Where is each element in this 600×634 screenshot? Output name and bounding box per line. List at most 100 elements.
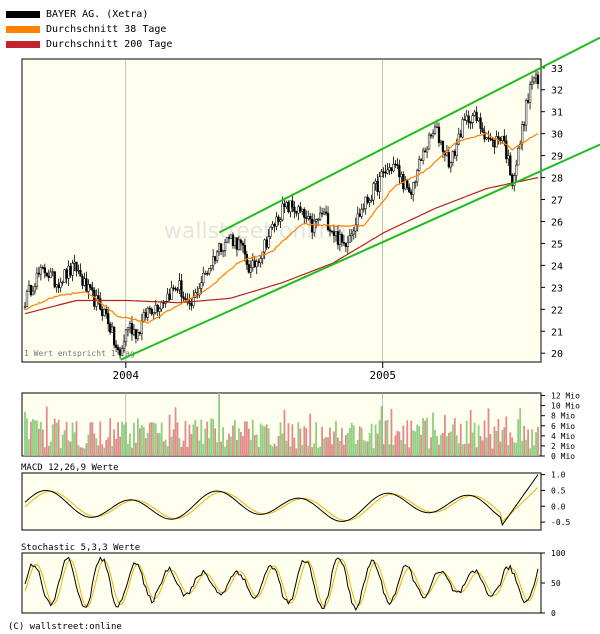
- volume-bar: [509, 432, 512, 456]
- price-candle-body: [124, 329, 128, 343]
- volume-bar: [73, 432, 76, 456]
- price-candle-body: [223, 241, 227, 251]
- macd-title: MACD 12,26,9 Werte: [21, 463, 119, 473]
- volume-bar: [37, 428, 40, 456]
- price-candle-body: [73, 261, 76, 264]
- volume-bar: [39, 421, 42, 456]
- volume-bar: [127, 443, 129, 456]
- volume-bar: [51, 424, 54, 456]
- price-candle-body: [103, 308, 106, 316]
- volume-bar: [89, 422, 92, 456]
- volume-bar: [517, 419, 520, 456]
- price-candle-body: [225, 237, 229, 243]
- price-candle-body: [479, 117, 482, 129]
- ma200-line: [24, 177, 539, 315]
- price-candle-body: [299, 206, 302, 212]
- price-candle-body: [45, 272, 48, 277]
- price-candle-body: [279, 219, 282, 222]
- price-candle-body: [217, 243, 221, 253]
- volume-bar: [279, 422, 282, 456]
- price-candle-body: [231, 234, 235, 246]
- trend-channel-upper: [218, 36, 600, 234]
- price-candle-body: [410, 191, 413, 195]
- volume-bar: [323, 438, 325, 456]
- price-candle-body: [334, 231, 338, 236]
- volume-bar: [451, 424, 454, 456]
- price-candle-body: [501, 135, 504, 141]
- price-candle-body: [475, 111, 478, 121]
- volume-bar: [164, 439, 167, 456]
- volume-bar: [360, 427, 363, 456]
- y-tick-label-31: 31: [551, 108, 563, 119]
- price-candle-body: [481, 128, 484, 133]
- macd-line: [24, 474, 539, 527]
- volume-bar: [436, 436, 438, 456]
- price-candle-body: [309, 216, 312, 220]
- price-candle-body: [445, 152, 449, 156]
- volume-bar: [192, 424, 195, 456]
- price-candle-body: [289, 200, 292, 213]
- volume-bar: [523, 425, 526, 456]
- volume-bar: [95, 438, 98, 456]
- price-candle-body: [485, 137, 488, 140]
- price-candle-body: [138, 332, 142, 334]
- volume-bar: [212, 418, 215, 456]
- volume-bar: [265, 424, 268, 456]
- volume-bar: [24, 411, 26, 456]
- y-tick-label-25: 25: [551, 239, 563, 250]
- volume-y-tick-label-4: 4 Mio: [551, 432, 575, 441]
- price-candle-body: [326, 213, 330, 231]
- price-candle-body: [29, 284, 33, 296]
- price-candle-body: [522, 124, 526, 126]
- price-candle-body: [93, 290, 96, 307]
- volume-bar: [313, 443, 316, 456]
- volume-bar: [428, 448, 430, 456]
- price-candle-body: [469, 122, 472, 124]
- price-candle-body: [25, 290, 29, 307]
- price-candle-body: [392, 163, 395, 172]
- price-candle-body: [67, 265, 70, 279]
- price-candle-body: [198, 288, 201, 296]
- volume-bar: [67, 440, 70, 456]
- volume-bar: [241, 436, 244, 456]
- volume-bar: [372, 448, 375, 456]
- volume-bar: [109, 418, 112, 456]
- y-tick-label-27: 27: [551, 196, 563, 207]
- volume-bar: [160, 422, 163, 456]
- price-candle-body: [146, 307, 149, 318]
- volume-bar: [49, 441, 52, 456]
- volume-bar: [273, 443, 276, 456]
- volume-bar: [432, 412, 434, 456]
- y-tick-label-23: 23: [551, 283, 563, 294]
- macd-y-tick-label: 1.0: [551, 471, 566, 480]
- volume-bar: [259, 423, 262, 456]
- price-candle-body: [346, 241, 350, 247]
- volume-bar: [202, 444, 205, 456]
- price-candle-body: [425, 148, 429, 153]
- volume-bar: [75, 421, 78, 456]
- volume-bar: [414, 431, 417, 456]
- volume-bar: [238, 428, 240, 456]
- volume-bar: [382, 444, 385, 456]
- price-candle-body: [330, 230, 334, 233]
- volume-bar: [204, 428, 207, 456]
- price-candle-body: [247, 264, 250, 273]
- price-candle-body: [168, 293, 171, 300]
- x-tick-label-2005: 2005: [369, 369, 396, 382]
- volume-bar: [91, 422, 94, 456]
- volume-bar: [453, 418, 456, 456]
- price-candle-body: [447, 152, 451, 168]
- volume-bar: [28, 439, 30, 456]
- price-candle-body: [136, 332, 140, 339]
- price-candle-body: [536, 74, 540, 85]
- price-candle-body: [47, 275, 50, 278]
- price-candle-body: [352, 230, 355, 235]
- volume-bar: [402, 425, 405, 456]
- volume-bar: [150, 421, 153, 456]
- volume-bar: [493, 426, 496, 456]
- volume-bar: [465, 420, 468, 456]
- volume-bar: [348, 427, 351, 456]
- volume-bar: [243, 421, 246, 456]
- volume-bar: [206, 421, 209, 456]
- stoch-y-tick-label: 0: [551, 609, 556, 618]
